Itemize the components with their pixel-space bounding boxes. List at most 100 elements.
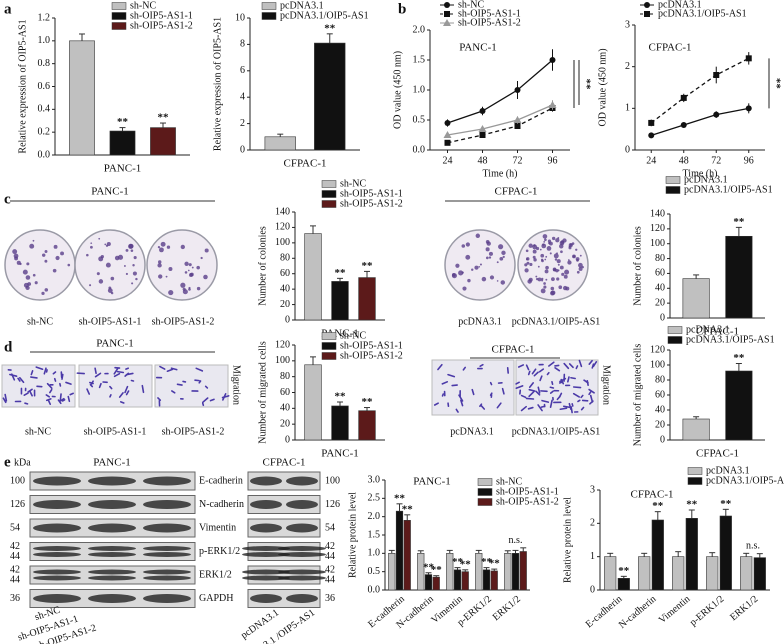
colony-dot (135, 277, 138, 281)
x-axis-label: Time (h) (683, 168, 718, 179)
colony-dot (98, 256, 104, 262)
colony-dot (131, 282, 134, 285)
colony-dot (462, 286, 467, 291)
legend-swatch (111, 2, 127, 10)
y-axis-label: Relative expression of OIP5-AS1 (212, 17, 223, 151)
y-tick-label: 40 (655, 283, 665, 294)
band (88, 523, 136, 533)
y-tick-label: 0 (590, 584, 595, 595)
cell (437, 363, 443, 371)
colony-dot (501, 250, 506, 256)
kda-label: 42 (10, 564, 20, 575)
cell (118, 392, 124, 398)
cell (528, 382, 534, 389)
colony-dot (500, 280, 506, 285)
band (286, 476, 318, 486)
cell (116, 370, 125, 374)
bar (461, 571, 469, 591)
x-tick-label: 24 (443, 155, 453, 166)
image-label: sh-NC (27, 316, 53, 327)
colony-dot (560, 240, 565, 244)
y-tick-label: 80 (655, 253, 665, 264)
blot-title: CFPAC-1 (262, 457, 305, 469)
y-tick-label: 80 (280, 371, 290, 382)
colony-dot (540, 253, 545, 258)
y-tick-label: 0.5 (368, 566, 381, 577)
bar (511, 553, 520, 591)
y-tick-label: 2.0 (368, 511, 381, 522)
y-tick-label: 20 (655, 419, 665, 430)
y-axis-label: Relative protein level (347, 492, 358, 578)
cell (527, 406, 534, 410)
significance: ** (362, 396, 374, 408)
protein-name: GAPDH (199, 593, 233, 604)
significance: ** (720, 498, 732, 510)
image-label: sh-OIP5-AS1-2 (152, 316, 215, 327)
cell (113, 367, 119, 375)
significance: ** (733, 352, 745, 364)
cell (455, 408, 459, 413)
colony-dot (455, 263, 460, 268)
legend-swatch (321, 332, 337, 340)
y-tick-label: 60 (655, 268, 665, 279)
colony-dot (563, 274, 568, 279)
colony-dot (560, 250, 563, 254)
colony-dot (558, 285, 563, 290)
kda-label: 100 (325, 475, 340, 486)
bar (753, 557, 766, 591)
bar (725, 235, 753, 319)
legend-label: pcDNA3.1/OIP5-AS1 (280, 10, 369, 21)
marker (680, 122, 687, 128)
legend-label: pcDNA3.1/OIP5-AS1 (686, 334, 775, 345)
cell (559, 407, 568, 411)
band (33, 569, 81, 575)
colony-dot (165, 275, 168, 278)
colony-dot (542, 243, 545, 246)
colony-dot (180, 244, 185, 250)
bar (150, 127, 176, 156)
marker (648, 119, 655, 126)
band (278, 546, 326, 551)
cell (525, 397, 535, 400)
kda-label: 42 (10, 541, 20, 552)
x-tick-label: 96 (744, 155, 754, 166)
band (33, 500, 81, 509)
colony-dot (499, 256, 504, 261)
bar (719, 515, 732, 591)
cell (141, 384, 145, 394)
significance: ** (460, 558, 472, 570)
colony-dot (549, 252, 552, 255)
marker (514, 123, 521, 129)
cell (441, 393, 445, 397)
cell (541, 399, 550, 403)
marker (549, 57, 556, 63)
cell (586, 379, 589, 387)
cell (35, 366, 44, 371)
legend-label: pcDNA3.1/OIP5-AS1 (706, 475, 784, 486)
y-tick-label: 120 (650, 344, 665, 355)
y-tick-label: 0 (285, 314, 290, 325)
kda-label: 126 (10, 499, 25, 510)
legend-label: sh-OIP5-AS1-2 (340, 350, 403, 361)
y-tick-label: 1.2 (38, 12, 51, 23)
colony-dot (125, 248, 129, 252)
band (250, 523, 282, 533)
legend-swatch (477, 478, 493, 486)
colony-dot (55, 255, 60, 261)
cell (515, 381, 520, 385)
y-tick-label: 20 (280, 299, 290, 310)
colony-dot (567, 260, 572, 265)
band (33, 552, 81, 557)
legend-label: pcDNA3.1/OIP5-AS1 (684, 184, 773, 195)
legend-swatch (321, 352, 337, 360)
y-tick-label: 1.0 (413, 84, 426, 95)
colony-dot (576, 259, 579, 262)
band (250, 594, 282, 603)
significance: ** (402, 503, 414, 515)
kda-label: 54 (10, 522, 20, 533)
cell (480, 405, 486, 410)
colony-dot (107, 288, 113, 293)
colony-dot (158, 260, 162, 264)
colony-dot (502, 255, 505, 258)
cell (520, 394, 527, 399)
